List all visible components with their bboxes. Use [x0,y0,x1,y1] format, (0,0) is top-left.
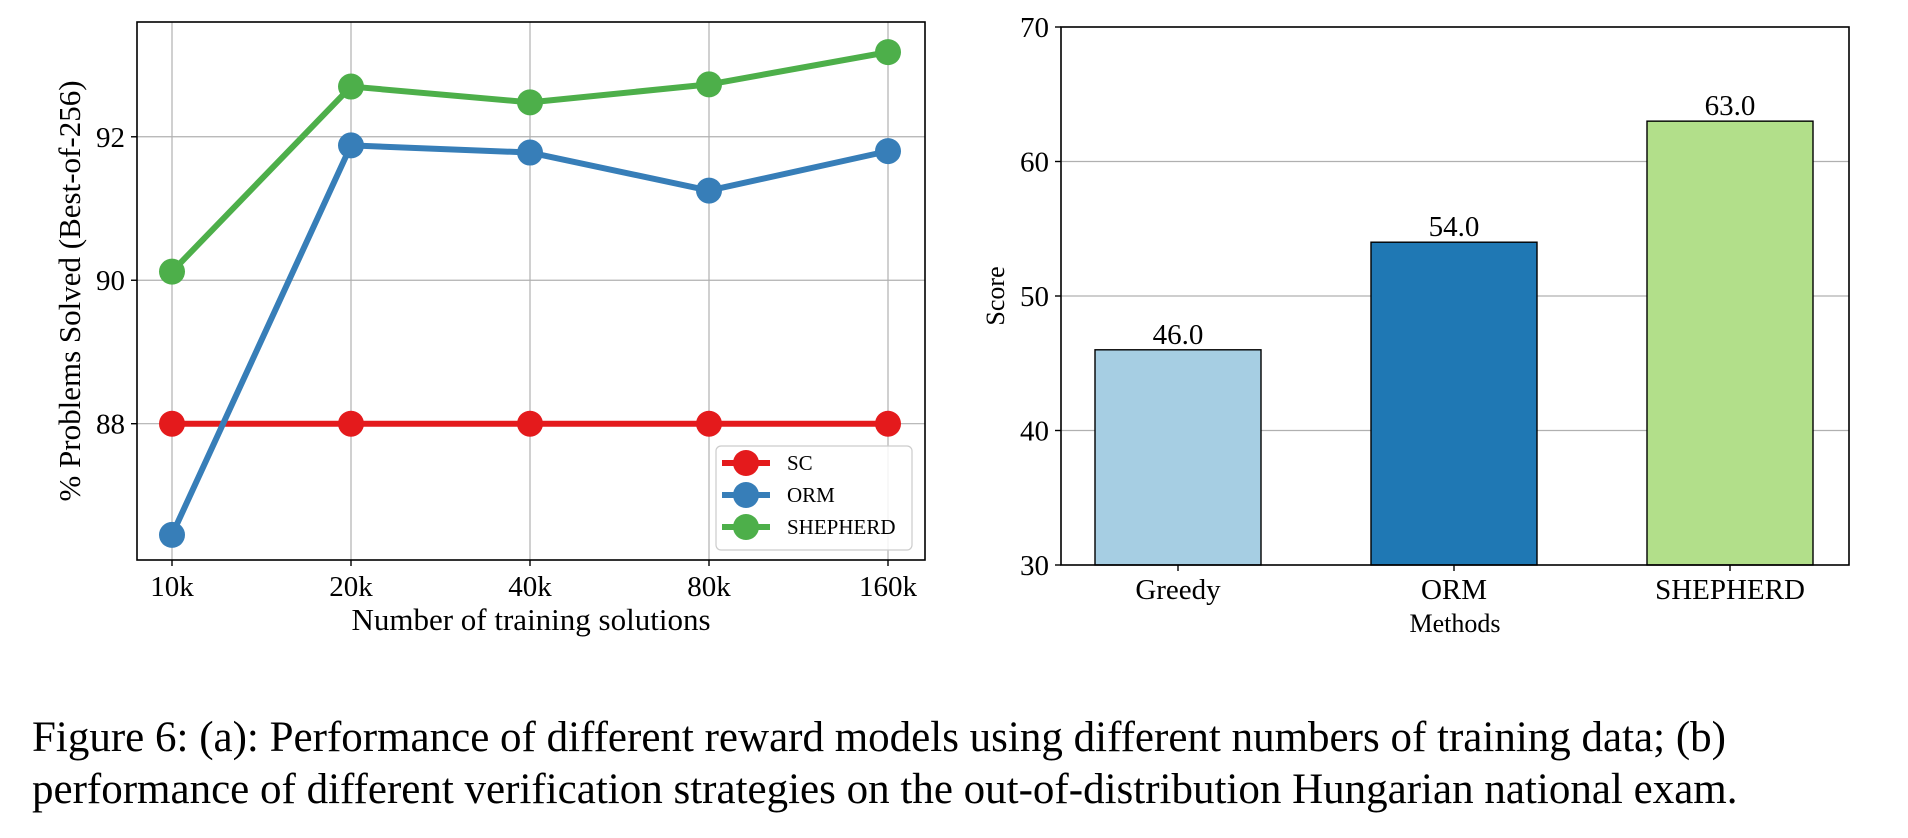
line-chart-x-tick-label: 40k [508,571,552,603]
bar-chart-y-tick-label: 30 [1020,550,1049,582]
line-chart-frame [136,21,926,561]
bar-chart-x-tick-label: Greedy [1135,574,1221,606]
line-chart-y-tick-label: 88 [96,409,125,441]
legend-label-sc: SC [787,451,813,475]
data-point-orm [517,139,543,166]
bar-greedy [1094,349,1262,566]
bar-chart-y-axis-title: Score [981,266,1010,325]
line-chart: 88 90 92 10k 20k 40k 80k 160k Number of traini… [52,21,926,637]
bar-chart-x-ticks: Greedy ORM SHEPHERD [1135,565,1805,606]
data-point-shepherd [517,89,543,116]
data-point-shepherd [696,71,722,98]
bar-chart-x-tick-label: ORM [1421,574,1487,606]
data-point-sc [875,410,901,437]
bar-value-label-shepherd: 63.0 [1705,90,1756,122]
line-chart-x-tick-label: 10k [150,571,194,603]
line-chart-y-ticks: 88 90 92 [96,122,137,441]
data-point-shepherd [159,258,185,285]
line-chart-legend: SC ORM SHEPHERD [715,445,913,551]
bar-chart: 46.0 54.0 63.0 30 40 50 60 70 Greedy ORM SHEPHER… [981,12,1850,638]
line-chart-x-axis-title: Number of training solutions [351,602,710,637]
legend-label-orm: ORM [787,483,835,507]
legend-label-shepherd: SHEPHERD [787,515,896,539]
bar-chart-y-tick-label: 60 [1020,147,1049,179]
bar-chart-x-axis-title: Methods [1410,609,1501,638]
data-point-sc [517,410,543,437]
line-chart-x-tick-label: 160k [859,571,918,603]
figure-caption: Figure 6: (a): Performance of different … [32,714,1738,813]
bar-chart-y-tick-label: 70 [1020,12,1049,44]
legend-swatch-marker-shepherd [733,514,759,540]
line-chart-x-tick-label: 80k [687,571,731,603]
line-chart-x-ticks: 10k 20k 40k 80k 160k [150,560,918,603]
bar-chart-y-tick-label: 40 [1020,416,1049,448]
line-chart-x-tick-label: 20k [329,571,373,603]
bar-chart-y-ticks: 30 40 50 60 70 [1020,12,1061,582]
bar-chart-x-tick-label: SHEPHERD [1655,574,1805,606]
bar-chart-bars: 46.0 54.0 63.0 [1094,90,1814,566]
data-point-sc [159,410,185,437]
data-point-shepherd [875,39,901,66]
bar-value-label-orm: 54.0 [1429,211,1480,243]
line-chart-y-tick-label: 92 [96,122,125,154]
data-point-sc [696,410,722,437]
data-point-orm [875,138,901,165]
legend-swatch-marker-sc [733,450,759,476]
data-point-orm [338,132,364,159]
data-point-shepherd [338,73,364,100]
bar-shepherd [1646,120,1814,566]
data-point-orm [696,177,722,204]
data-point-orm [159,521,185,548]
line-chart-y-axis-title: % Problems Solved (Best-of-256) [52,80,87,501]
legend-swatch-marker-orm [733,482,759,508]
data-point-sc [338,410,364,437]
line-chart-series [159,39,901,548]
bar-value-label-greedy: 46.0 [1153,319,1204,351]
figure: 88 90 92 10k 20k 40k 80k 160k Number of traini… [52,12,1850,638]
bar-chart-y-tick-label: 50 [1020,281,1049,313]
line-chart-y-tick-label: 90 [96,265,125,297]
bar-orm [1370,241,1538,566]
